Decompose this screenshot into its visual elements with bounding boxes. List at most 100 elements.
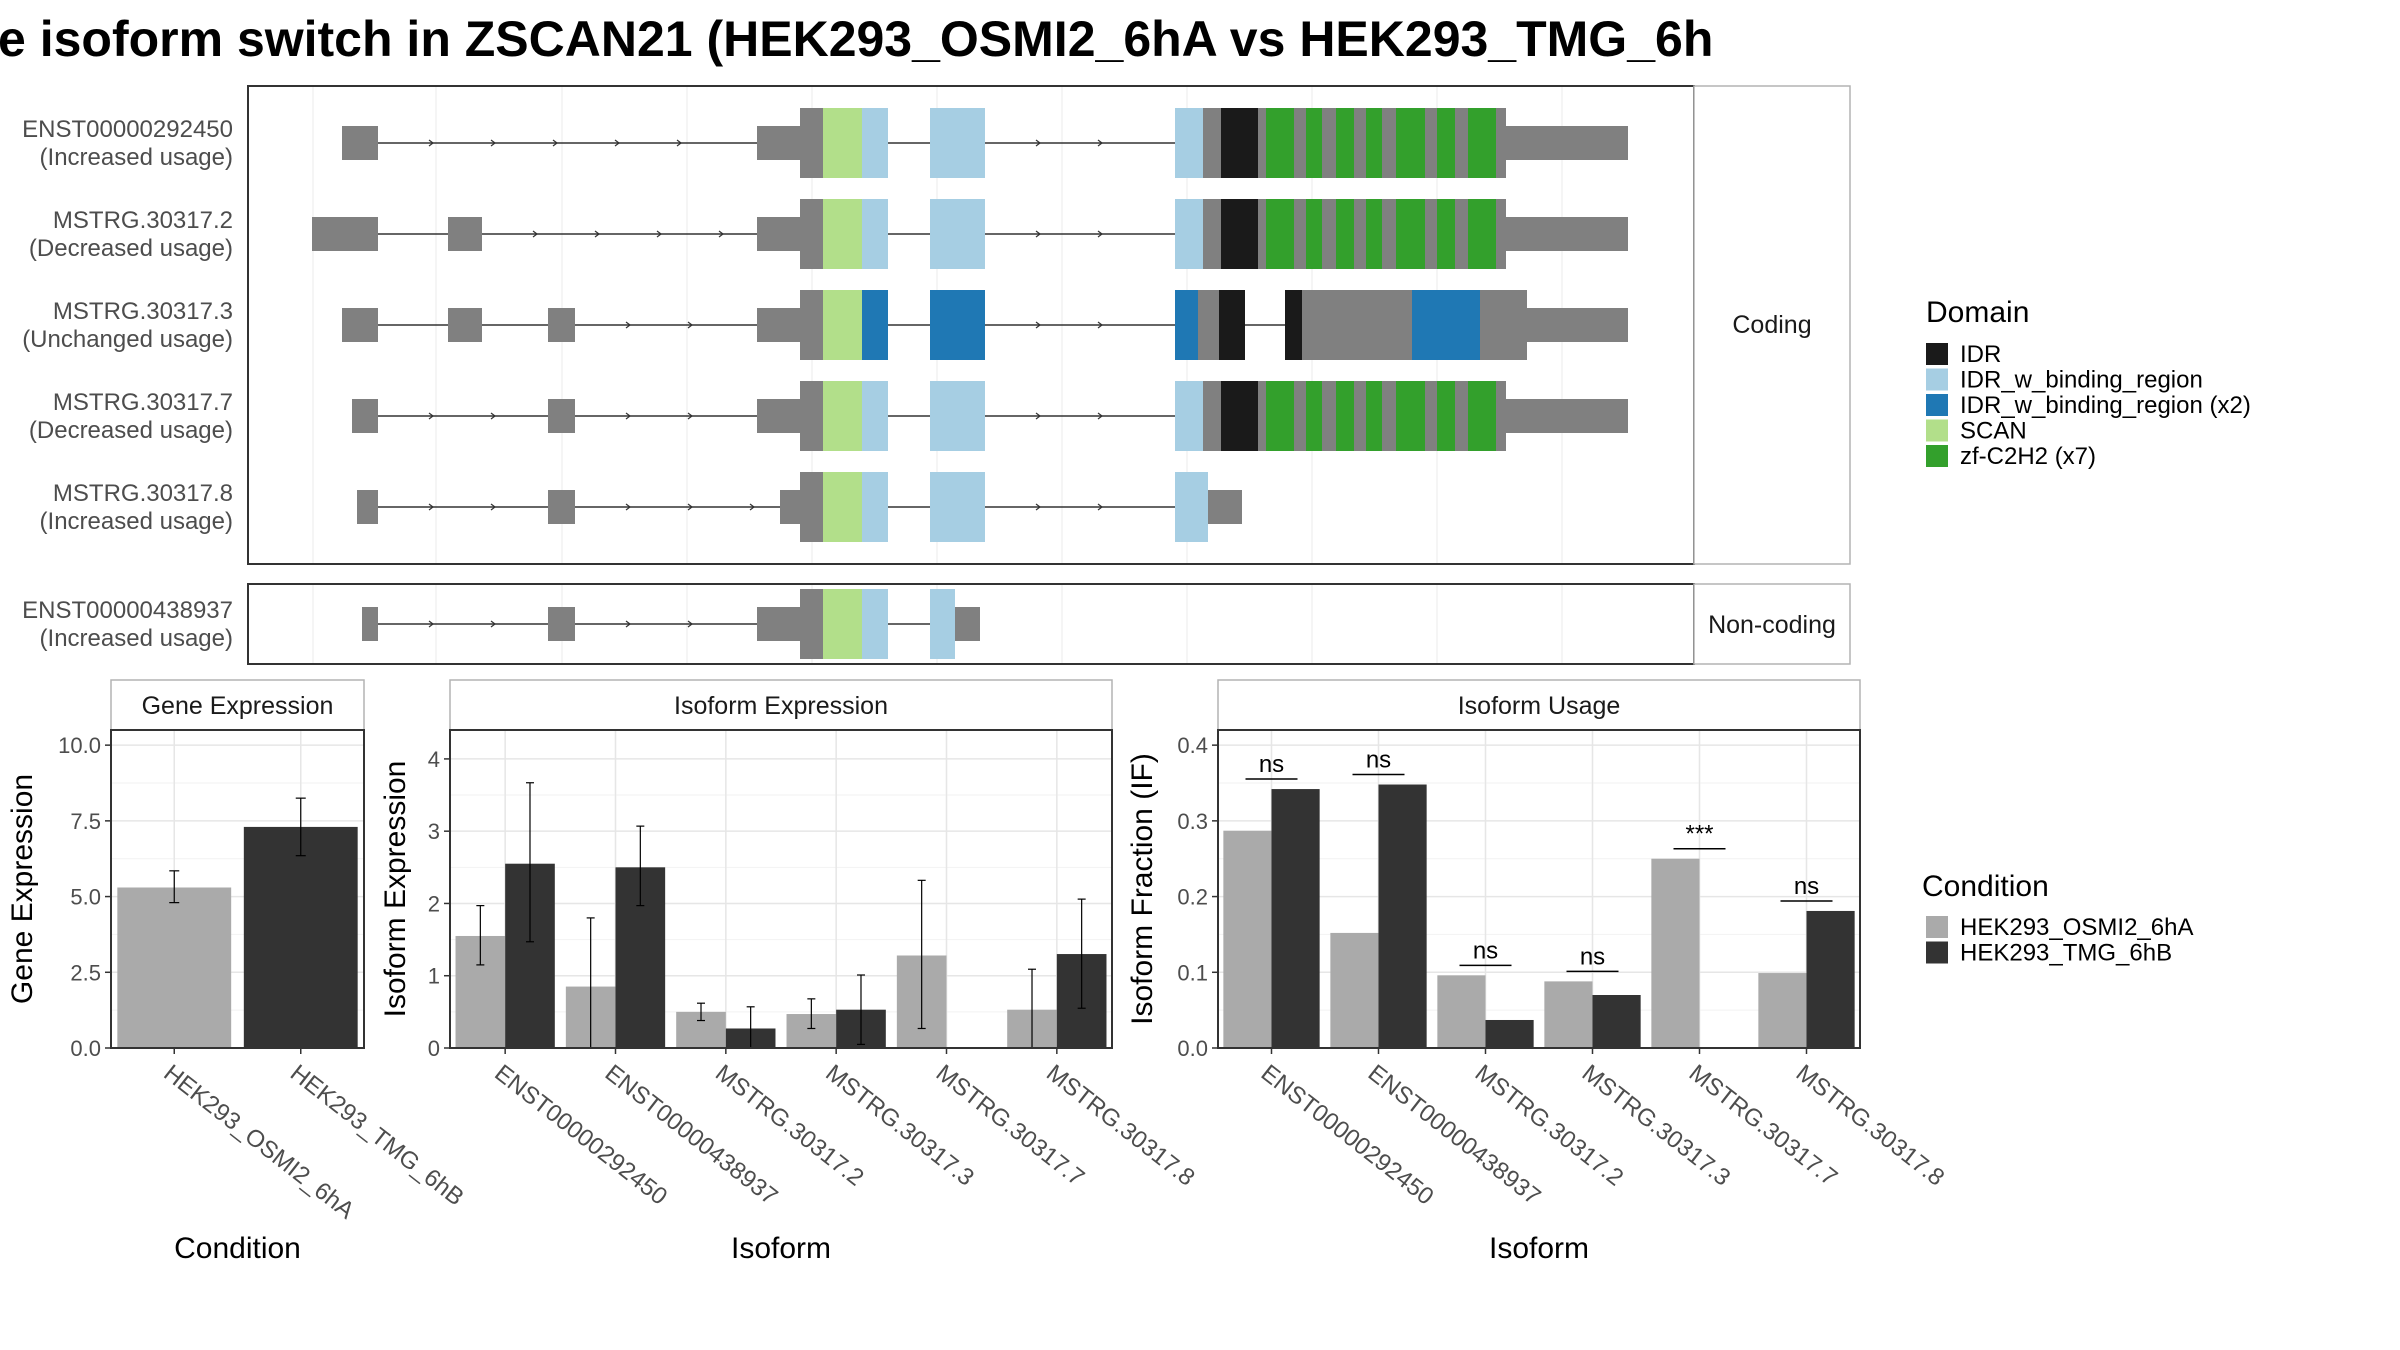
intron-arrow	[676, 139, 682, 147]
domain-segment	[1306, 199, 1322, 269]
x-tick-label: ENST00000292450	[1256, 1059, 1439, 1210]
intron-arrow	[1035, 230, 1041, 238]
domain-segment	[823, 381, 862, 451]
plot-border	[110, 729, 365, 1049]
domain-legend-title: Domain	[1926, 296, 2029, 329]
domain-segment	[1175, 472, 1208, 542]
figure-title: e isoform switch in ZSCAN21 (HEK293_OSMI…	[0, 11, 1713, 67]
x-axis-title: Isoform	[1489, 1232, 1589, 1265]
intron-arrow	[1035, 503, 1041, 511]
intron-arrow	[614, 139, 620, 147]
y-tick-label: 0.0	[1177, 1036, 1208, 1061]
intron-arrow	[428, 620, 434, 628]
bar	[1544, 981, 1593, 1048]
intron-arrow	[594, 230, 600, 238]
domain-legend-label: IDR_w_binding_region	[1960, 367, 2203, 394]
isoform-expression-panel: Isoform Expression01234ENST00000292450EN…	[379, 679, 1200, 1265]
utr-exon	[312, 217, 378, 251]
intron-arrow	[749, 503, 755, 511]
isoform-row-labels: ENST00000292450(Increased usage)MSTRG.30…	[22, 116, 233, 652]
intron-arrow	[428, 412, 434, 420]
intron-arrow	[1097, 230, 1103, 238]
domain-segment	[1175, 381, 1203, 451]
domain-legend: Domain IDRIDR_w_binding_regionIDR_w_bind…	[1926, 296, 2251, 470]
domain-segment	[1221, 381, 1258, 451]
utr-exon	[955, 607, 980, 641]
domain-segment	[823, 290, 862, 360]
domain-segment	[1285, 290, 1302, 360]
domain-segment	[1266, 381, 1294, 451]
condition-legend-swatch	[1926, 916, 1948, 938]
domain-segment	[1468, 199, 1496, 269]
y-tick-label: 2	[428, 891, 440, 916]
utr-exon	[548, 399, 575, 433]
noncoding-structure-panel: Non-coding	[247, 583, 1851, 665]
isoform-id-label: MSTRG.30317.2	[53, 207, 233, 234]
intron-arrow	[656, 230, 662, 238]
x-axis-title: Condition	[174, 1232, 301, 1265]
intron-arrow	[687, 620, 693, 628]
domain-segment	[1366, 381, 1382, 451]
bar	[1758, 973, 1807, 1048]
significance-label: ns	[1794, 873, 1819, 900]
domain-legend-label: zf-C2H2 (x7)	[1960, 443, 2096, 470]
y-tick-label: 2.5	[70, 960, 101, 985]
intron-arrow	[625, 620, 631, 628]
condition-legend-swatch	[1926, 941, 1948, 964]
intron-arrow	[490, 503, 496, 511]
intron-arrow	[490, 620, 496, 628]
intron-arrow	[552, 139, 558, 147]
bar	[1223, 830, 1272, 1048]
utr-exon	[342, 126, 378, 160]
domain-segment	[1468, 108, 1496, 178]
noncoding-strip-label: Non-coding	[1708, 611, 1836, 639]
utr-exon	[1506, 399, 1628, 433]
coding-strip	[1693, 85, 1851, 565]
utr-exon	[548, 308, 575, 342]
utr-exon	[757, 308, 800, 342]
domain-segment	[862, 108, 888, 178]
intron-arrow	[625, 412, 631, 420]
isoform-usage-label: (Increased usage)	[40, 625, 233, 652]
x-tick-label: ENST00000438937	[1363, 1059, 1546, 1210]
intron-arrow	[1097, 139, 1103, 147]
y-axis-title: Isoform Fraction (IF)	[1126, 753, 1159, 1025]
utr-exon	[362, 607, 378, 641]
y-tick-label: 3	[428, 819, 440, 844]
domain-segment	[862, 199, 888, 269]
isoform-usage-label: (Decreased usage)	[29, 417, 233, 444]
bar	[1651, 858, 1700, 1048]
domain-segment	[1266, 199, 1294, 269]
isoform-id-label: MSTRG.30317.3	[53, 298, 233, 325]
utr-exon	[342, 308, 378, 342]
domain-legend-swatch	[1926, 394, 1948, 416]
domain-segment	[1468, 381, 1496, 451]
panel-strip	[110, 679, 365, 731]
domain-segment	[1396, 108, 1425, 178]
intron-arrow	[1097, 412, 1103, 420]
utr-exon	[448, 308, 482, 342]
domain-segment	[1437, 381, 1455, 451]
significance-label: ns	[1366, 747, 1391, 774]
intron-arrow	[490, 139, 496, 147]
domain-segment	[1221, 199, 1258, 269]
bar	[117, 887, 232, 1048]
domain-segment	[1336, 381, 1354, 451]
utr-exon	[757, 399, 800, 433]
domain-segment	[862, 472, 888, 542]
domain-segment	[1366, 108, 1382, 178]
intron-arrow	[625, 503, 631, 511]
intron-arrow	[687, 412, 693, 420]
bar	[243, 826, 358, 1048]
significance-label: ***	[1685, 821, 1713, 848]
coding-structure-panel: Coding	[247, 85, 1851, 565]
utr-exon	[757, 217, 800, 251]
bar	[1806, 910, 1855, 1048]
domain-segment	[1221, 108, 1258, 178]
panel-strip	[449, 679, 1113, 731]
domain-segment	[862, 589, 888, 659]
isoform-usage-label: (Unchanged usage)	[22, 326, 233, 353]
panel-strip-title: Gene Expression	[142, 692, 334, 720]
isoform-id-label: ENST00000438937	[22, 597, 233, 624]
isoform-usage-label: (Increased usage)	[40, 508, 233, 535]
